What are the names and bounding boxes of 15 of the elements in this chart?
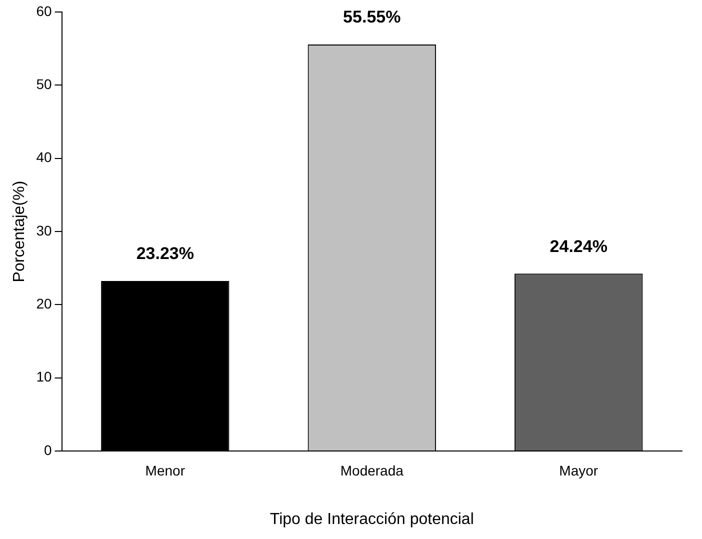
data-label: 24.24%: [550, 236, 608, 256]
data-label: 55.55%: [343, 8, 401, 27]
y-tick-label: 20: [36, 296, 52, 312]
x-tick-label: Moderada: [340, 462, 404, 478]
x-axis-title: Tipo de Interacción potencial: [270, 510, 474, 528]
x-tick-label: Menor: [145, 462, 186, 478]
y-axis-title: Porcentaje(%): [11, 180, 28, 282]
y-tick-label: 40: [36, 149, 52, 166]
y-tick-label: 10: [36, 368, 52, 385]
y-tick-label: 30: [36, 222, 52, 238]
data-label: 23.23%: [136, 244, 194, 264]
y-tick-label: 50: [36, 76, 52, 92]
y-tick-label: 0: [44, 442, 52, 458]
x-tick-label: Mayor: [559, 462, 598, 478]
y-tick-label: 60: [36, 2, 52, 19]
